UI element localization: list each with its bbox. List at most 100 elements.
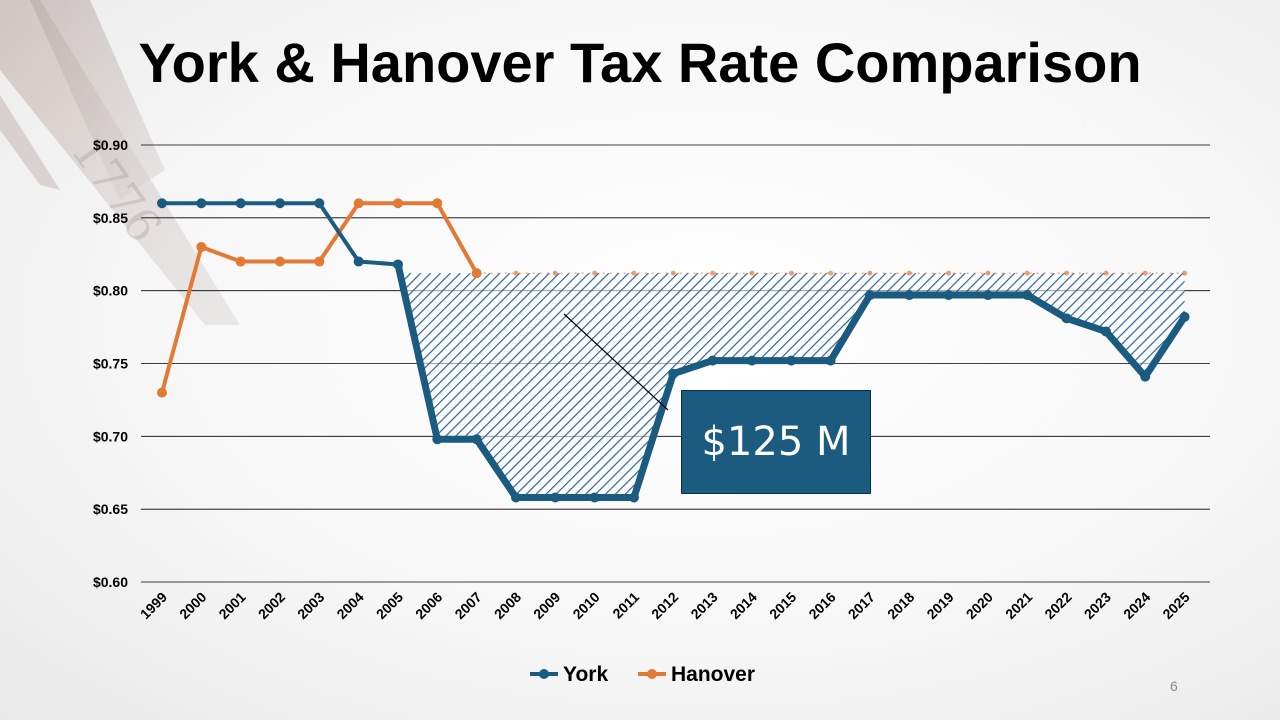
hanover-point [985, 270, 991, 276]
york-point [707, 355, 718, 366]
legend: York Hanover [530, 663, 755, 686]
hanover-point [392, 198, 403, 209]
york-point [943, 290, 954, 301]
series-lines [157, 198, 1190, 503]
decorative-ribbon: 1776 [0, 0, 240, 325]
york-point [1179, 311, 1190, 322]
york-point [904, 290, 915, 301]
x-tick-label: 2019 [923, 589, 956, 622]
york-point [786, 355, 797, 366]
x-tick-label: 2022 [1041, 589, 1074, 622]
x-tick-label: 2004 [333, 589, 366, 622]
hanover-point [471, 268, 482, 279]
hanover-point [631, 270, 637, 276]
x-tick-label: 2006 [412, 589, 445, 622]
slide-title: York & Hanover Tax Rate Comparison [138, 31, 1142, 94]
page-number: 6 [1170, 678, 1178, 694]
x-tick-label: 2020 [963, 589, 996, 622]
hanover-point [314, 256, 325, 267]
hanover-point [1024, 270, 1030, 276]
y-tick-label: $0.85 [93, 210, 128, 226]
x-tick-label: 2000 [176, 589, 209, 622]
hanover-point [235, 256, 246, 267]
hanover-point [788, 270, 794, 276]
y-tick-label: $0.60 [93, 574, 128, 590]
x-tick-label: 2015 [766, 589, 799, 622]
hanover-point [946, 270, 952, 276]
x-tick-label: 2024 [1120, 589, 1153, 622]
x-tick-label: 2011 [609, 589, 642, 622]
x-tick-label: 2003 [294, 589, 327, 622]
x-tick-label: 2023 [1081, 589, 1114, 622]
hanover-point [828, 270, 834, 276]
hanover-point [710, 270, 716, 276]
y-tick-label: $0.80 [93, 283, 128, 299]
york-point [432, 434, 443, 445]
york-point [196, 198, 207, 209]
y-tick-label: $0.90 [93, 137, 128, 153]
hanover-point [353, 198, 364, 209]
hanover-point [592, 270, 598, 276]
hanover-point [196, 241, 207, 252]
hanover-point [1182, 270, 1188, 276]
york-point [471, 434, 482, 445]
x-tick-label: 2010 [569, 589, 602, 622]
york-point [353, 256, 364, 267]
york-point [668, 368, 679, 379]
york-point [274, 198, 285, 209]
shaded-gap [397, 264, 1185, 498]
york-point [1061, 313, 1072, 324]
hanover-point [513, 270, 519, 276]
x-tick-label: 2013 [687, 589, 720, 622]
x-tick-label: 2014 [727, 589, 760, 622]
legend-label: Hanover [671, 663, 755, 686]
x-tick-label: 1999 [137, 589, 170, 622]
hanover-point [157, 387, 167, 398]
y-tick-label: $0.75 [93, 356, 128, 372]
hanover-point [749, 270, 755, 276]
york-point [1140, 371, 1151, 382]
hanover-point [906, 270, 912, 276]
hanover-point [670, 270, 676, 276]
legend-label: York [563, 663, 608, 686]
york-point [510, 492, 521, 503]
hanover-point [1142, 270, 1148, 276]
gap-shaded-area [397, 264, 1185, 498]
x-tick-label: 2007 [451, 589, 484, 622]
york-point [825, 355, 836, 366]
york-point [1022, 290, 1033, 301]
legend-marker [647, 669, 657, 679]
x-tick-label: 2018 [884, 589, 917, 622]
x-tick-label: 2009 [530, 589, 563, 622]
hanover-point [552, 270, 558, 276]
hanover-point [432, 198, 443, 209]
x-tick-label: 2012 [648, 589, 681, 622]
york-point [1100, 326, 1111, 337]
y-axis-ticks: $0.90 $0.85 $0.80 $0.75 $0.70 $0.65 $0.60 [93, 137, 128, 590]
y-tick-label: $0.70 [93, 428, 128, 444]
hanover-point [1064, 270, 1070, 276]
york-point [157, 198, 167, 209]
york-point [392, 259, 403, 270]
legend-marker [539, 669, 549, 679]
york-point [314, 198, 325, 209]
hanover-point [867, 270, 873, 276]
x-tick-label: 2001 [215, 589, 248, 622]
x-tick-label: 2005 [373, 589, 406, 622]
x-tick-label: 2008 [491, 589, 524, 622]
savings-callout: $125 M [681, 390, 871, 494]
york-point [589, 492, 600, 503]
x-tick-label: 2016 [805, 589, 838, 622]
x-tick-label: 2025 [1159, 589, 1192, 622]
hanover-point [274, 256, 285, 267]
x-axis-ticks: 1999 2000 2001 2002 2003 2004 2005 2006 2007 2008… [137, 589, 1193, 622]
x-tick-label: 2021 [1002, 589, 1035, 622]
york-point [235, 198, 246, 209]
york-point [628, 492, 639, 503]
x-tick-label: 2017 [845, 589, 878, 622]
callout-leader-line [563, 313, 669, 411]
y-tick-label: $0.65 [93, 501, 128, 517]
york-point [550, 492, 561, 503]
york-point [982, 290, 993, 301]
